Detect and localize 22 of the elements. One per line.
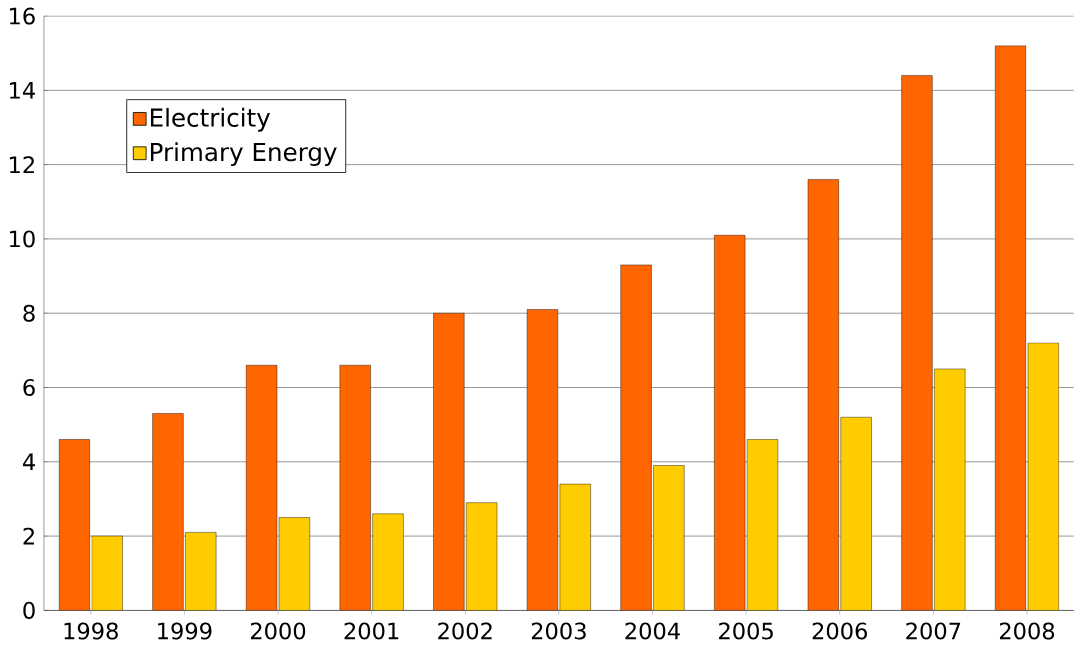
x-tick-label: 2006 — [812, 622, 867, 640]
y-tick-label: 4 — [22, 453, 35, 470]
x-tick-label: 1998 — [64, 622, 118, 640]
x-tick-label: 2001 — [344, 622, 399, 640]
y-tick-label: 16 — [10, 7, 35, 25]
x-tick-label: 2002 — [438, 622, 492, 640]
y-tick-label: 14 — [10, 82, 35, 99]
y-tick-label: 8 — [23, 304, 35, 322]
x-tick-label: 2000 — [250, 622, 306, 640]
y-tick-label: 12 — [10, 156, 34, 173]
x-tick-label: 2005 — [719, 622, 773, 640]
x-tick-label: 2003 — [531, 622, 586, 640]
x-tick-label: 1999 — [158, 622, 212, 640]
y-tick-label: 6 — [23, 378, 35, 397]
y-tick-label: 10 — [10, 230, 35, 248]
x-tick-label: 2004 — [625, 622, 680, 640]
legend-label: Primary Energy — [150, 142, 337, 166]
legend-label: Electricity — [150, 107, 271, 132]
y-tick-label: 2 — [23, 527, 34, 545]
x-tick-label: 2008 — [999, 622, 1055, 640]
x-tick-label: 2007 — [906, 622, 961, 640]
y-tick-label: 0 — [23, 601, 35, 619]
